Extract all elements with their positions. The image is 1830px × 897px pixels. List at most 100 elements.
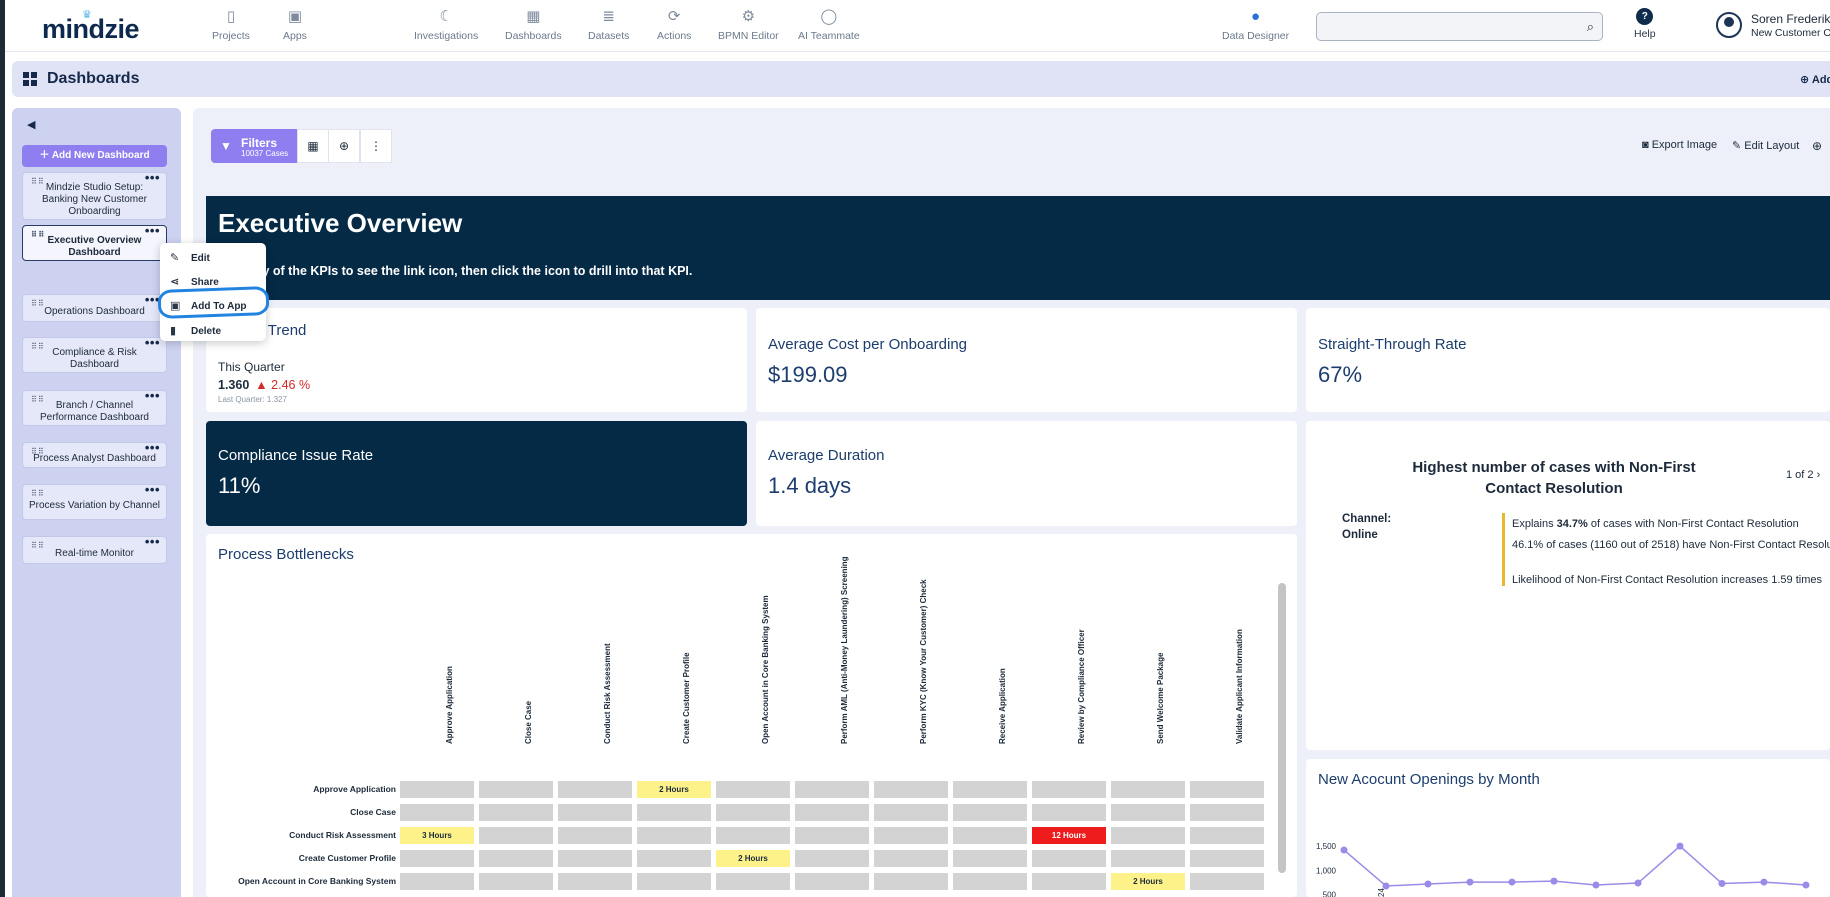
matrix-cell[interactable] (558, 804, 632, 821)
more-options-button[interactable]: ⋮ (360, 129, 392, 163)
matrix-cell[interactable] (1111, 827, 1185, 844)
matrix-cell[interactable] (1190, 804, 1264, 821)
matrix-cell[interactable] (637, 827, 711, 844)
add-new-button[interactable]: ⊕ Add N (1800, 74, 1830, 86)
calendar-button[interactable]: ▦ (297, 129, 329, 163)
nav-investigations[interactable]: ☾ Investigations (414, 8, 479, 42)
matrix-cell[interactable] (716, 781, 790, 798)
compliance-issue-rate-card[interactable]: Compliance Issue Rate 11% (206, 421, 747, 526)
menu-item-edit[interactable]: ✎ Edit (170, 252, 210, 264)
dashboard-item[interactable]: ⠿⠿ ••• Operations Dashboard (22, 292, 167, 322)
matrix-cell[interactable] (953, 804, 1027, 821)
add-new-dashboard-button[interactable]: ＋ Add New Dashboard (22, 145, 167, 167)
drag-handle-icon[interactable]: ⠿⠿ (31, 177, 45, 186)
data-point[interactable] (1340, 846, 1348, 854)
nav-ai-teammate[interactable]: ◯ AI Teammate (798, 8, 860, 42)
vertical-scrollbar[interactable] (1278, 583, 1286, 873)
dashboard-item[interactable]: ⠿⠿ ••• Mindzie Studio Setup: Banking New C… (22, 170, 167, 220)
matrix-cell[interactable] (558, 873, 632, 890)
more-icon[interactable]: ••• (144, 440, 160, 455)
matrix-cell[interactable]: 2 Hours (637, 781, 711, 798)
matrix-cell[interactable]: 12 Hours (1032, 827, 1106, 844)
matrix-cell[interactable] (874, 850, 948, 867)
matrix-cell[interactable] (1032, 873, 1106, 890)
matrix-cell[interactable] (637, 873, 711, 890)
matrix-cell[interactable] (558, 850, 632, 867)
more-icon[interactable]: ••• (144, 170, 160, 185)
drag-handle-icon[interactable]: ⠿⠿ (31, 541, 45, 550)
matrix-cell[interactable] (400, 850, 474, 867)
matrix-cell[interactable] (953, 873, 1027, 890)
nav-actions[interactable]: ⟳ Actions (657, 8, 692, 42)
nav-dashboards[interactable]: ▦ Dashboards (505, 8, 562, 42)
matrix-cell[interactable] (1111, 850, 1185, 867)
matrix-cell[interactable]: 3 Hours (400, 827, 474, 844)
drag-handle-icon[interactable]: ⠿⠿ (31, 447, 45, 456)
dashboard-item[interactable]: ⠿⠿ ••• Real-time Monitor (22, 535, 167, 564)
matrix-cell[interactable]: 2 Hours (1111, 873, 1185, 890)
data-point[interactable] (1382, 882, 1390, 890)
drag-handle-icon[interactable]: ⠿⠿ (31, 299, 45, 308)
insight-pager[interactable]: 1 of 2 › (1786, 469, 1821, 481)
matrix-cell[interactable] (637, 850, 711, 867)
data-point[interactable] (1424, 880, 1432, 888)
data-point[interactable] (1466, 878, 1474, 886)
matrix-cell[interactable] (479, 781, 553, 798)
data-point[interactable] (1718, 880, 1726, 888)
root-cause-insight-card[interactable]: Highest number of cases with Non-First C… (1306, 421, 1830, 750)
filters-button[interactable]: ▼ Filters 10037 Cases (211, 129, 297, 163)
matrix-cell[interactable] (795, 850, 869, 867)
drag-handle-icon[interactable]: ⠿⠿ (31, 395, 45, 404)
matrix-cell[interactable] (1190, 827, 1264, 844)
nav-projects[interactable]: ▯ Projects (212, 8, 250, 42)
menu-item-delete[interactable]: ▮ Delete (170, 325, 222, 337)
nav-datasets[interactable]: ≣ Datasets (588, 8, 630, 42)
matrix-cell[interactable] (479, 850, 553, 867)
matrix-cell[interactable] (716, 804, 790, 821)
matrix-cell[interactable] (1032, 781, 1106, 798)
matrix-cell[interactable] (400, 873, 474, 890)
matrix-cell[interactable] (1190, 873, 1264, 890)
matrix-cell[interactable] (795, 873, 869, 890)
matrix-cell[interactable] (400, 781, 474, 798)
matrix-cell[interactable] (400, 804, 474, 821)
matrix-cell[interactable] (716, 873, 790, 890)
matrix-cell[interactable] (1032, 804, 1106, 821)
matrix-cell[interactable] (953, 827, 1027, 844)
add-widget-icon[interactable]: ⊕ (1812, 139, 1823, 153)
matrix-cell[interactable] (637, 804, 711, 821)
avg-cost-card[interactable]: Average Cost per Onboarding $199.09 (756, 308, 1297, 412)
matrix-cell[interactable] (1032, 850, 1106, 867)
nav-data-designer[interactable]: ● Data Designer (1222, 8, 1290, 42)
dashboard-item[interactable]: ⠿⠿ ••• Compliance & Risk Dashboard (22, 335, 167, 373)
matrix-cell[interactable] (479, 827, 553, 844)
search-icon[interactable]: ⌕ (1586, 19, 1594, 34)
dashboard-item[interactable]: ⠿⠿ ••• Branch / Channel Performance Dashbo… (22, 388, 167, 426)
edit-layout-button[interactable]: ✎ Edit Layout (1732, 140, 1800, 152)
data-point[interactable] (1802, 881, 1810, 889)
data-point[interactable] (1508, 878, 1516, 886)
matrix-cell[interactable] (874, 804, 948, 821)
matrix-cell[interactable] (953, 781, 1027, 798)
matrix-cell[interactable] (1111, 781, 1185, 798)
more-icon[interactable]: ••• (144, 482, 160, 497)
data-point[interactable] (1592, 881, 1600, 889)
matrix-cell[interactable] (716, 827, 790, 844)
duration-trend-card[interactable]: uration Trend This Quarter 1.360▲ 2.46 %… (206, 308, 747, 412)
matrix-cell[interactable] (795, 804, 869, 821)
data-point[interactable] (1634, 879, 1642, 887)
help-button[interactable]: ? Help (1634, 8, 1656, 40)
more-icon[interactable]: ••• (144, 335, 160, 350)
more-icon[interactable]: ••• (144, 292, 160, 307)
more-icon[interactable]: ••• (144, 388, 160, 403)
matrix-cell[interactable] (558, 827, 632, 844)
dashboard-item-active[interactable]: ⠿⠿ ••• Executive Overview Dashboard (22, 224, 167, 261)
matrix-cell[interactable] (874, 827, 948, 844)
data-point[interactable] (1676, 842, 1684, 850)
collapse-sidebar-icon[interactable]: ◀ (27, 119, 36, 131)
dashboard-item[interactable]: ⠿⠿ ••• Process Analyst Dashboard (22, 440, 167, 468)
dashboard-item[interactable]: ⠿⠿ ••• Process Variation by Channel (22, 482, 167, 520)
matrix-cell[interactable]: 2 Hours (716, 850, 790, 867)
nav-bpmn-editor[interactable]: ⚙ BPMN Editor (718, 8, 779, 42)
data-point[interactable] (1550, 877, 1558, 885)
